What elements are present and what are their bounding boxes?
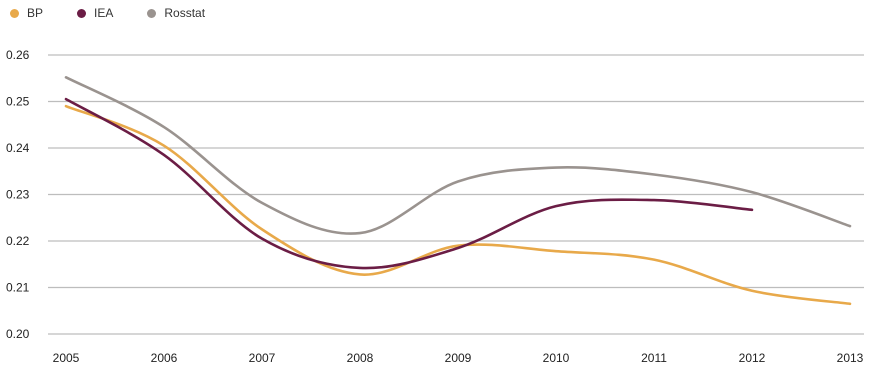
series-line-iea: [64, 97, 754, 270]
legend-swatch-rosstat: [147, 8, 157, 18]
legend-label-iea: IEA: [94, 6, 114, 20]
x-tick-label: 2006: [151, 351, 178, 365]
series-line-rosstat: [64, 76, 852, 235]
x-tick-label: 2013: [837, 351, 864, 365]
y-tick-label: 0.26: [6, 48, 30, 62]
x-tick-label: 2005: [53, 351, 80, 365]
y-tick-label: 0.23: [6, 188, 30, 202]
legend-label-rosstat: Rosstat: [164, 6, 206, 20]
y-tick-label: 0.21: [6, 281, 30, 295]
x-tick-label: 2010: [543, 351, 570, 365]
legend-swatch-bp: [10, 8, 19, 18]
x-tick-label: 2009: [445, 351, 472, 365]
x-tick-label: 2012: [739, 351, 766, 365]
x-tick-label: 2007: [249, 351, 276, 365]
legend-item-bp: BP: [10, 6, 43, 20]
y-axis-ticks: 0.20 0.21 0.22 0.23 0.24 0.25 0.26: [6, 48, 30, 341]
legend-item-iea: IEA: [77, 6, 113, 20]
legend-swatch-iea: [77, 8, 87, 18]
gridlines: [48, 54, 864, 335]
series-line-bp: [64, 104, 852, 306]
legend-item-rosstat: Rosstat: [147, 6, 205, 20]
x-tick-label: 2008: [347, 351, 374, 365]
x-tick-label: 2011: [641, 351, 667, 365]
y-tick-label: 0.24: [6, 141, 30, 155]
y-tick-label: 0.22: [6, 234, 30, 248]
y-tick-label: 0.25: [6, 95, 30, 109]
x-axis-ticks: 2005 2006 2007 2008 2009 2010 2011 2012 2013: [53, 351, 864, 365]
chart-legend: BP IEA Rosstat: [10, 6, 239, 20]
legend-label-bp: BP: [27, 6, 44, 20]
y-tick-label: 0.20: [6, 327, 30, 341]
series-lines: [64, 76, 852, 306]
